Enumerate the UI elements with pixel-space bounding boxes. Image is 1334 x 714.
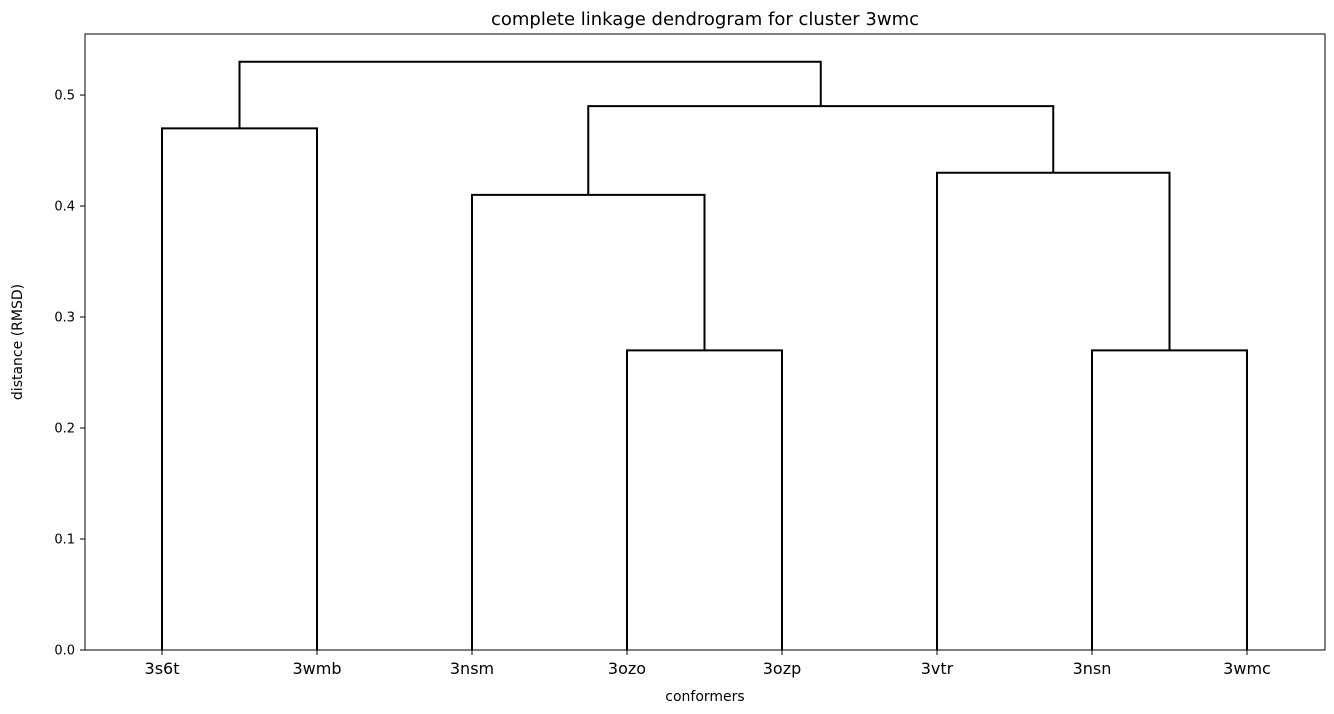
dendrogram-link-6 bbox=[587, 105, 1055, 195]
x-axis-ticks: 3s6t 3wmb 3nsm 3ozo 3ozp 3vtr 3nsn 3wmc bbox=[145, 650, 1271, 678]
y-axis-label: distance (RMSD) bbox=[10, 284, 26, 400]
chart-title: complete linkage dendrogram for cluster … bbox=[491, 9, 919, 30]
y-tick-label: 0.5 bbox=[54, 89, 75, 104]
y-tick-label: 0.3 bbox=[54, 311, 75, 326]
y-tick-label: 0.0 bbox=[54, 644, 75, 659]
x-tick-label: 3vtr bbox=[921, 659, 954, 678]
x-tick-label: 3ozp bbox=[763, 659, 802, 678]
x-tick-label: 3wmb bbox=[292, 659, 341, 678]
y-axis-ticks: 0.0 0.1 0.2 0.3 0.4 0.5 bbox=[54, 89, 85, 659]
plot-frame bbox=[84, 33, 1326, 651]
x-axis-label: conformers bbox=[665, 689, 744, 705]
y-tick-label: 0.4 bbox=[54, 200, 75, 215]
y-tick-label: 0.1 bbox=[54, 533, 75, 548]
x-tick-label: 3ozo bbox=[608, 659, 646, 678]
dendrogram-link-4 bbox=[936, 171, 1171, 650]
dendrogram-link-3 bbox=[471, 193, 706, 650]
dendrogram-links bbox=[161, 60, 1248, 650]
x-tick-label: 3wmc bbox=[1223, 659, 1271, 678]
x-tick-label: 3s6t bbox=[145, 659, 180, 678]
dendrogram-link-7 bbox=[238, 60, 822, 129]
x-tick-label: 3nsn bbox=[1073, 659, 1112, 678]
y-tick-label: 0.2 bbox=[54, 422, 75, 437]
dendrogram-link-2 bbox=[1091, 349, 1248, 650]
dendrogram-link-1 bbox=[626, 349, 783, 650]
x-tick-label: 3nsm bbox=[450, 659, 494, 678]
dendrogram-link-5 bbox=[161, 127, 318, 650]
